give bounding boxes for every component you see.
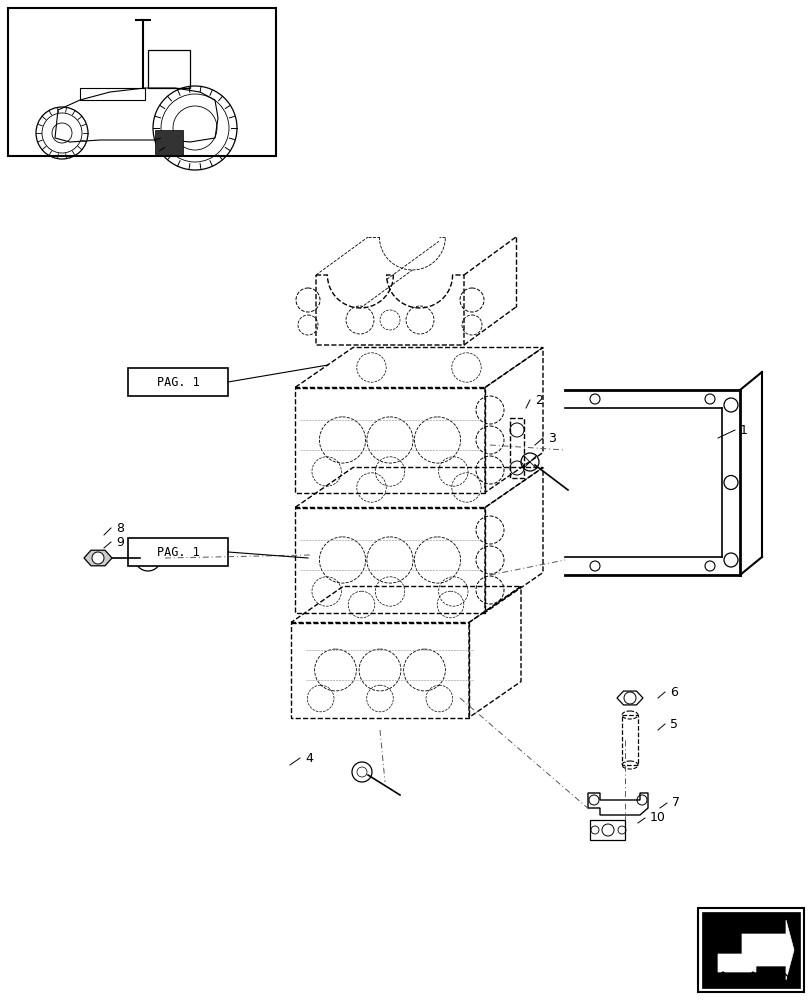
Polygon shape <box>717 920 793 980</box>
Text: 3: 3 <box>547 432 556 444</box>
Bar <box>509 418 523 478</box>
Bar <box>697 908 803 992</box>
Bar <box>128 538 228 566</box>
Bar <box>702 912 799 988</box>
Text: 10: 10 <box>649 811 665 824</box>
Text: 1: 1 <box>739 424 747 436</box>
Text: PAG. 1: PAG. 1 <box>157 546 200 558</box>
Circle shape <box>92 552 104 564</box>
Text: 6: 6 <box>669 686 677 698</box>
Bar <box>8 8 276 156</box>
Text: PAG. 1: PAG. 1 <box>157 375 200 388</box>
Bar <box>128 368 228 396</box>
Bar <box>155 130 182 155</box>
Polygon shape <box>84 550 112 566</box>
Text: 8: 8 <box>116 522 124 534</box>
Text: 9: 9 <box>116 536 124 548</box>
Text: 5: 5 <box>669 718 677 730</box>
Bar <box>590 820 624 840</box>
Text: 7: 7 <box>672 796 679 809</box>
Text: 2: 2 <box>534 393 543 406</box>
Bar <box>621 715 637 765</box>
Text: 4: 4 <box>305 752 312 764</box>
